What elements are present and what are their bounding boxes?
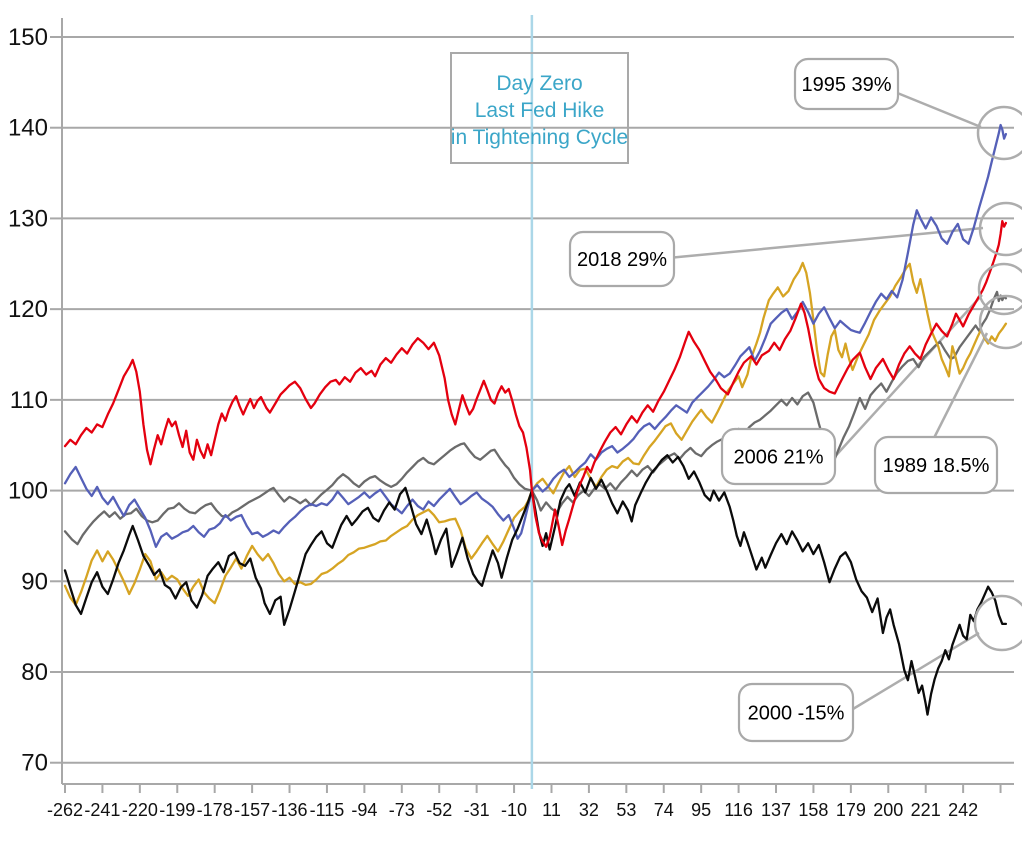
- x-tick-label--157: -157: [234, 800, 270, 820]
- endpoint-circle-1989: [978, 294, 1022, 350]
- endpoint-circle-2018: [978, 201, 1022, 257]
- callout-box-2018: [568, 230, 676, 288]
- y-tick-label-70: 70: [21, 750, 48, 777]
- callout-label-1989: 1989 18.5%: [883, 455, 990, 477]
- y-tick-label-140: 140: [8, 115, 48, 142]
- x-tick-label-200: 200: [873, 800, 903, 820]
- y-tick-label-150: 150: [8, 24, 48, 51]
- x-tick-label--199: -199: [159, 800, 195, 820]
- endpoint-circle-2006: [977, 262, 1022, 316]
- y-tick-label-90: 90: [21, 568, 48, 595]
- x-tick-label-242: 242: [948, 800, 978, 820]
- callout-box-2006: [720, 427, 837, 486]
- y-tick-label-110: 110: [10, 387, 48, 414]
- series-line-1989: [63, 261, 1008, 607]
- y-tick-label-120: 120: [8, 296, 48, 323]
- x-tick-label-53: 53: [616, 800, 636, 820]
- leader-line-1989: [931, 332, 989, 441]
- callout-label-2018: 2018 29%: [577, 249, 667, 271]
- day-zero-text-line-3: in Tightening Cycle: [451, 126, 628, 149]
- endpoint-circle-2000: [973, 594, 1022, 652]
- x-tick-label-32: 32: [579, 800, 599, 820]
- x-tick-label--220: -220: [122, 800, 158, 820]
- x-tick-label--136: -136: [272, 800, 308, 820]
- callout-box-1995: [793, 57, 900, 111]
- x-tick-label-158: 158: [798, 800, 828, 820]
- x-tick-label--31: -31: [464, 800, 490, 820]
- leader-line-1995: [889, 88, 982, 129]
- x-tick-label--52: -52: [426, 800, 452, 820]
- x-tick-label--241: -241: [84, 800, 120, 820]
- series-line-1995: [63, 123, 1008, 548]
- x-tick-label--115: -115: [310, 800, 345, 820]
- callout-label-1995: 1995 39%: [801, 74, 891, 96]
- x-tick-label--10: -10: [501, 800, 527, 820]
- callout-label-2006: 2006 21%: [733, 447, 823, 469]
- x-tick-label-95: 95: [691, 800, 711, 820]
- leader-line-2006: [829, 294, 983, 463]
- x-tick-label-116: 116: [724, 800, 753, 820]
- day-zero-text-line-1: Day Zero: [496, 72, 582, 95]
- x-tick-label--178: -178: [197, 800, 233, 820]
- callout-box-1989: [873, 435, 999, 495]
- y-tick-label-80: 80: [21, 659, 48, 686]
- x-tick-label-137: 137: [761, 800, 791, 820]
- x-tick-label--94: -94: [351, 800, 377, 820]
- series-line-2018: [63, 220, 1008, 548]
- day-zero-text-line-2: Last Fed Hike: [475, 99, 605, 122]
- callout-box-2000: [737, 682, 855, 743]
- x-tick-label-74: 74: [654, 800, 674, 820]
- x-tick-label--73: -73: [389, 800, 415, 820]
- y-tick-label-130: 130: [8, 205, 48, 232]
- series-line-2006: [63, 290, 1008, 546]
- x-tick-label-221: 221: [911, 800, 941, 820]
- leader-line-2018: [667, 226, 984, 260]
- y-tick-label-100: 100: [8, 478, 48, 505]
- day-zero-box: [450, 52, 629, 164]
- endpoint-circle-1995: [976, 105, 1022, 161]
- x-tick-label--262: -262: [47, 800, 83, 820]
- x-tick-label-179: 179: [836, 800, 866, 820]
- series-line-2000: [63, 454, 1008, 716]
- x-tick-label-11: 11: [542, 800, 561, 820]
- callout-label-2000: 2000 -15%: [748, 703, 845, 725]
